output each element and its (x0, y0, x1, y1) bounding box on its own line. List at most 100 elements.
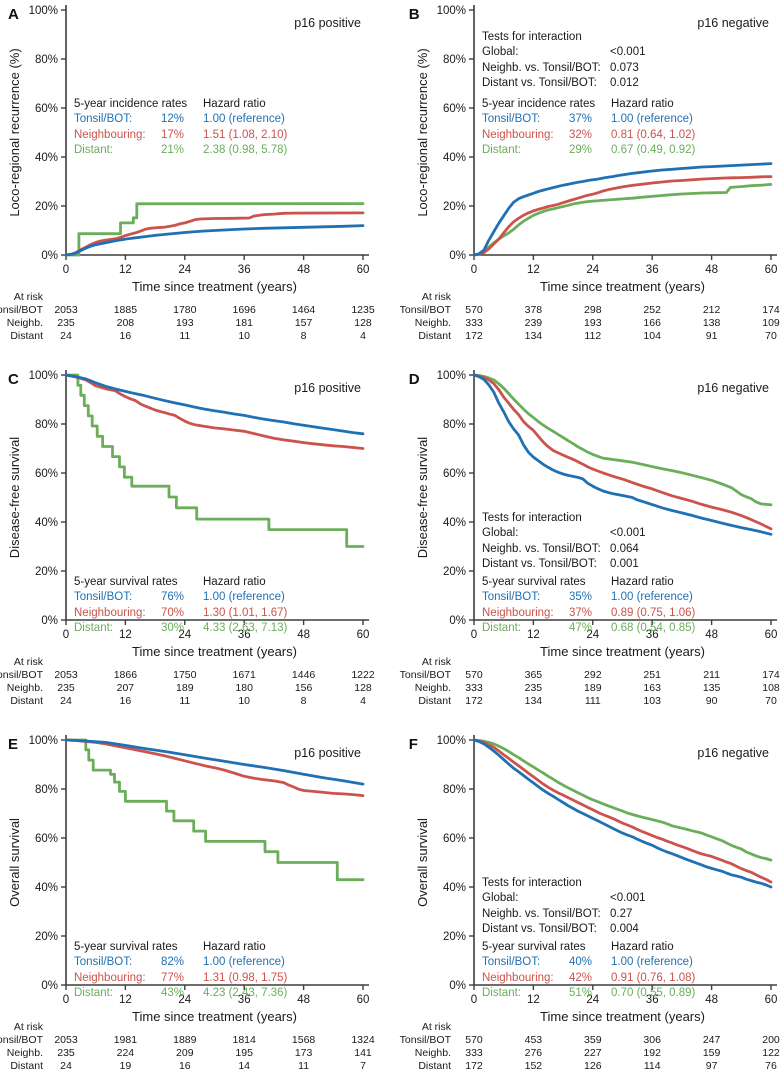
rates-row-hr: 1.00 (reference) (611, 113, 693, 126)
rates-header: 5-year incidence rates Hazard ratio (74, 97, 287, 112)
rates-row: Neighbouring: 77% 1.31 (0.98, 1.75) (74, 971, 287, 986)
at-risk-value: 173 (294, 1047, 313, 1059)
interaction-block: Tests for interaction Global: <0.001 Neighb… (482, 30, 646, 92)
x-axis-title: Time since treatment (years) (540, 644, 705, 659)
y-tick-label: 80% (443, 54, 466, 66)
y-tick-label: 20% (35, 201, 58, 213)
at-risk-value: 1814 (232, 1034, 256, 1046)
rates-header-right: Hazard ratio (611, 98, 674, 110)
at-risk-value: 193 (584, 317, 602, 329)
curve-neighbouring (64, 211, 365, 257)
interaction-block: Tests for interaction Global: <0.001 Neighb… (482, 876, 646, 938)
panel-letter: A (8, 6, 19, 23)
y-tick-label: 60% (35, 468, 58, 480)
at-risk-value: 10 (238, 330, 251, 342)
x-tick-label: 12 (527, 264, 540, 276)
at-risk-row-label: Tonsil/BOT (0, 304, 43, 316)
at-risk-value: 189 (176, 682, 194, 694)
interaction-label: Distant vs. Tonsil/BOT: (482, 77, 597, 90)
at-risk-value: 16 (178, 1060, 191, 1072)
condition-label: p16 positive (294, 746, 361, 760)
at-risk-value: 333 (465, 317, 483, 329)
rates-row-label: Distant: (74, 144, 113, 157)
x-tick-label: 48 (297, 264, 310, 276)
panel-letter: D (409, 371, 420, 388)
x-axis-title: Time since treatment (years) (132, 644, 297, 659)
x-tick-label: 60 (765, 629, 778, 641)
curve-tonsil-bot (64, 738, 365, 786)
rates-row-value: 12% (161, 113, 185, 126)
rates-block: 5-year incidence rates Hazard ratio Tonsil… (482, 97, 695, 159)
at-risk-value: 292 (584, 669, 602, 681)
rates-row-label: Neighbouring: (74, 606, 146, 619)
at-risk-value: 570 (465, 304, 483, 316)
at-risk-value: 126 (584, 1060, 602, 1072)
at-risk-value: 1866 (113, 669, 138, 681)
curve-neighbouring (472, 373, 773, 531)
x-tick-label: 60 (765, 264, 778, 276)
at-risk-value: 2053 (54, 1034, 78, 1046)
plot-d: 0% 20% 40% 60% 80% 100% 0 12 24 36 48 60 Disease-fre… (409, 370, 778, 659)
x-tick-label: 36 (646, 629, 659, 641)
rates-row-label: Tonsil/BOT: (482, 956, 541, 969)
interaction-value: 0.001 (610, 558, 639, 571)
interaction-value: <0.001 (610, 46, 646, 59)
at-risk-value: 1446 (291, 669, 316, 681)
y-axis-title: Loco-regional recurrence (%) (415, 48, 430, 216)
at-risk-value: 276 (524, 1047, 543, 1059)
rates-row-value: 37% (569, 113, 593, 126)
at-risk-value: 1324 (351, 1034, 375, 1046)
rates-row-value: 70% (161, 606, 185, 619)
at-risk-value: 90 (705, 695, 718, 707)
rates-row-value: 42% (569, 971, 593, 984)
rates-row: Tonsil/BOT: 12% 1.00 (reference) (74, 112, 287, 127)
rates-row-hr: 0.81 (0.64, 1.02) (611, 128, 696, 141)
at-risk-value: 1235 (351, 304, 375, 316)
interaction-label: Global: (482, 892, 519, 905)
interaction-label: Neighb. vs. Tonsil/BOT: (482, 61, 601, 74)
rates-row-label: Neighbouring: (482, 606, 554, 619)
at-risk-header: At risk (421, 291, 451, 303)
rates-row: Tonsil/BOT: 82% 1.00 (reference) (74, 955, 287, 970)
y-tick-label: 40% (443, 517, 466, 529)
rates-row-value: 32% (569, 128, 593, 141)
y-tick-label: 60% (443, 833, 466, 845)
at-risk-value: 24 (60, 1060, 72, 1072)
rates-header: 5-year incidence rates Hazard ratio (482, 97, 695, 112)
rates-row-label: Neighbouring: (74, 128, 146, 141)
rates-row-hr: 0.68 (0.54, 0.85) (611, 622, 696, 635)
at-risk-value: 1981 (113, 1034, 138, 1046)
condition-label: p16 negative (697, 746, 769, 760)
rates-header-left: 5-year incidence rates (482, 98, 596, 110)
at-risk-value: 14 (238, 1060, 251, 1072)
y-tick-label: 80% (35, 54, 58, 66)
at-risk-value: 189 (584, 682, 602, 694)
at-risk-value: 112 (584, 330, 602, 342)
at-risk-row-label: Distant (10, 695, 43, 707)
at-risk-value: 1780 (173, 304, 197, 316)
at-risk-header: At risk (421, 656, 451, 668)
at-risk-value: 134 (524, 695, 543, 707)
interaction-row: Neighb. vs. Tonsil/BOT: 0.073 (482, 61, 646, 76)
rates-row-label: Tonsil/BOT: (74, 956, 133, 969)
at-risk-row-label: Neighb. (6, 1047, 43, 1059)
at-risk-header: At risk (13, 291, 43, 303)
interaction-value: <0.001 (610, 527, 646, 540)
at-risk-value: 16 (119, 330, 132, 342)
at-risk-value: 166 (643, 317, 661, 329)
at-risk-value: 122 (762, 1047, 780, 1059)
at-risk-value: 235 (57, 317, 75, 329)
rates-row-value: 82% (161, 956, 185, 969)
x-tick-label: 12 (527, 629, 540, 641)
at-risk-value: 200 (762, 1034, 780, 1046)
x-tick-label: 0 (471, 629, 477, 641)
at-risk-row-label: Distant (10, 330, 43, 342)
at-risk-value: 1750 (173, 669, 197, 681)
y-tick-label: 0% (41, 250, 58, 262)
at-risk-row-label: Distant (418, 330, 451, 342)
at-risk-row-label: Neighb. (414, 682, 451, 694)
x-tick-label: 48 (297, 994, 310, 1006)
at-risk-value: 235 (524, 682, 543, 694)
condition-label: p16 negative (697, 16, 769, 30)
x-tick-label: 60 (357, 994, 370, 1006)
